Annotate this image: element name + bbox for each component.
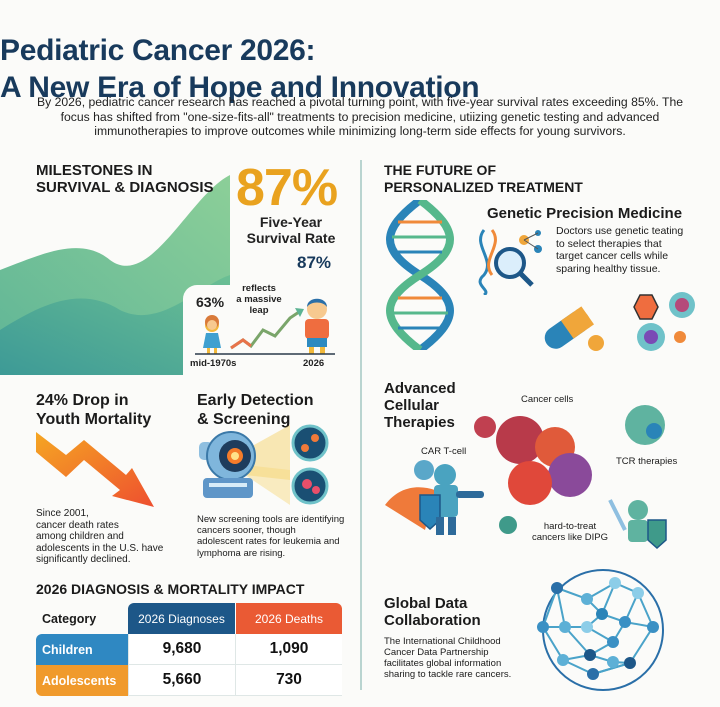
growth-illustration — [195, 298, 335, 355]
global-body: The International Childhood Cancer Data … — [384, 636, 512, 680]
personalized-title: THE FUTURE OF PERSONALIZED TREATMENT — [384, 162, 583, 195]
cancer-cells-icon — [474, 416, 592, 505]
table-row: Adolescents 5,660 730 — [36, 665, 342, 696]
column-header-category: Category — [42, 611, 97, 626]
impact-table-title: 2026 DIAGNOSIS & MORTALITY IMPACT — [36, 581, 305, 597]
milestones-title: MILESTONES IN SURVIVAL & DIAGNOSIS — [36, 162, 214, 196]
cellular-title: Advanced Cellular Therapies — [384, 380, 456, 431]
tcr-cell-icon — [625, 405, 665, 445]
pills-and-cells-icon — [544, 292, 695, 351]
label-tcr-therapies: TCR therapies — [616, 456, 678, 467]
children-deaths: 1,090 — [235, 634, 342, 665]
mortality-body: Since 2001, cancer death rates among chi… — [36, 508, 164, 565]
car-t-cell-hero-icon — [385, 464, 484, 535]
screening-scanner-icon — [199, 424, 329, 505]
row-label-adolescents: Adolescents — [36, 665, 128, 696]
genetic-testing-magnifier-icon — [478, 229, 542, 295]
survival-stat-label: Five-Year Survival Rate — [246, 214, 336, 246]
column-header-deaths: 2026 Deaths — [235, 603, 342, 634]
downward-trend-arrow-icon — [36, 432, 154, 507]
table-row: Children 9,680 1,090 — [36, 634, 342, 665]
big-survival-stat: 87% — [236, 159, 338, 217]
children-diagnoses: 9,680 — [128, 634, 235, 665]
end-year-label: 2026 — [303, 358, 325, 369]
genetic-title: Genetic Precision Medicine — [487, 205, 683, 222]
tcr-knight-icon — [608, 499, 667, 550]
dna-helix-icon — [386, 200, 454, 350]
leap-annotation: reflects a massive leap — [236, 283, 282, 316]
adolescents-deaths: 730 — [235, 665, 342, 696]
cellular-battle-illustration — [385, 405, 667, 550]
genetic-body: Doctors use genetic teating to select th… — [556, 225, 684, 275]
label-car-t-cell: CAR T-cell — [421, 446, 467, 457]
start-value: 63% — [196, 294, 225, 310]
label-dipg: hard-to-treat cancers like DIPG — [531, 521, 609, 543]
survival-wave-graphic — [0, 175, 230, 375]
row-label-children: Children — [36, 634, 128, 665]
title-line-2: A New Era of Hope and Innovation — [0, 71, 480, 104]
global-title: Global Data Collaboration — [384, 595, 481, 629]
start-year-label: mid-1970s — [190, 358, 237, 369]
page-title: Pediatric Cancer 2026: A New Era of Hope… — [0, 32, 720, 106]
mortality-title: 24% Drop in Youth Mortality — [36, 392, 152, 428]
column-divider — [360, 160, 362, 690]
boy-icon — [305, 298, 329, 354]
global-network-sphere-icon — [537, 569, 664, 691]
detection-title: Early Detection & Screening — [197, 392, 314, 428]
label-cancer-cells: Cancer cells — [521, 394, 574, 405]
end-value: 87% — [297, 253, 332, 272]
adolescents-diagnoses: 5,660 — [128, 665, 235, 696]
table-header-row: Category 2026 Diagnoses 2026 Deaths — [36, 603, 342, 634]
impact-table: Category 2026 Diagnoses 2026 Deaths Chil… — [36, 603, 342, 696]
column-header-diagnoses: 2026 Diagnoses — [128, 603, 235, 634]
girl-icon — [203, 315, 221, 354]
title-line-1: Pediatric Cancer 2026: — [0, 34, 316, 67]
detection-body: New screening tools are identifying canc… — [197, 514, 345, 559]
intro-paragraph: By 2026, pediatric cancer research has r… — [36, 95, 684, 138]
